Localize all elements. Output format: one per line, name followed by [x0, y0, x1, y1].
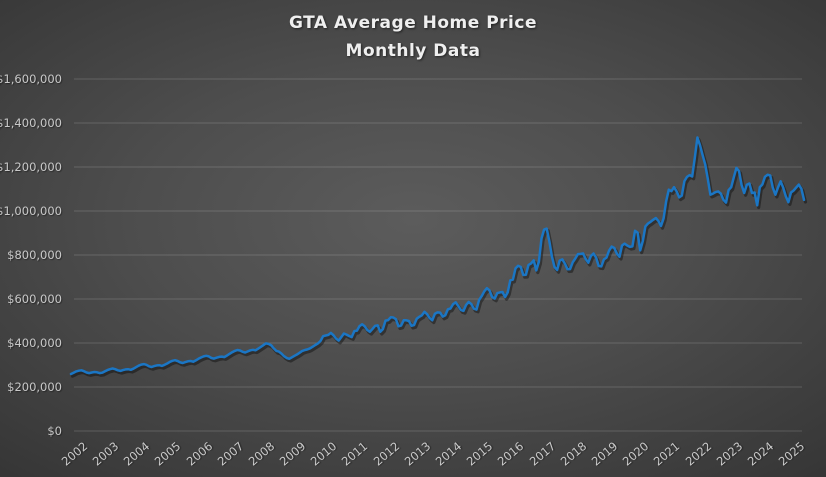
- y-tick-label: $400,000: [7, 336, 62, 350]
- y-tick-label: $0: [47, 424, 62, 438]
- y-tick-label: $1,400,000: [0, 116, 62, 130]
- y-tick-label: $1,200,000: [0, 160, 62, 174]
- y-tick-label: $1,600,000: [0, 72, 62, 86]
- price-line-series: [69, 136, 806, 376]
- y-tick-label: $200,000: [7, 380, 62, 394]
- price-line-shadow: [70, 138, 808, 378]
- y-tick-label: $800,000: [7, 248, 62, 262]
- y-tick-label: $600,000: [7, 292, 62, 306]
- chart-subtitle: Monthly Data: [345, 41, 481, 61]
- chart-title: GTA Average Home Price: [289, 13, 537, 33]
- y-tick-label: $1,000,000: [0, 204, 62, 218]
